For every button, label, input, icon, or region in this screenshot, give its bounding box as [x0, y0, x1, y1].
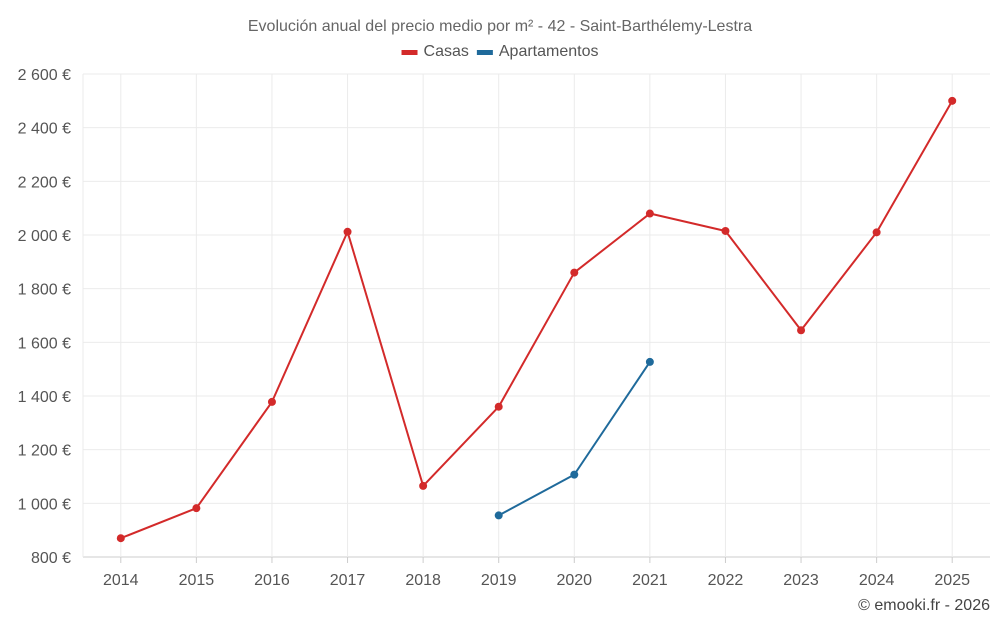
data-point-casas[interactable]	[494, 402, 503, 411]
x-tick-label: 2023	[783, 572, 819, 589]
y-tick-label: 2 600 €	[18, 67, 71, 84]
data-point-casas[interactable]	[267, 397, 276, 406]
data-point-apartamentos[interactable]	[645, 357, 654, 366]
x-tick-label: 2020	[556, 572, 592, 589]
data-point-casas[interactable]	[419, 481, 428, 490]
data-point-casas[interactable]	[192, 504, 201, 513]
series-line-casas	[120, 100, 954, 540]
y-tick-label: 1 400 €	[18, 389, 71, 406]
legend: Casas Apartamentos	[401, 43, 599, 60]
y-tick-label: 1 000 €	[18, 496, 71, 513]
y-tick-label: 1 200 €	[18, 443, 71, 460]
y-tick-label: 2 400 €	[18, 121, 71, 138]
y-tick-label: 2 200 €	[18, 174, 71, 191]
data-point-casas[interactable]	[721, 226, 730, 235]
data-point-casas[interactable]	[343, 227, 352, 236]
data-point-casas[interactable]	[948, 96, 957, 105]
legend-swatch	[401, 50, 418, 55]
legend-item-apartamentos[interactable]: Apartamentos	[476, 43, 599, 60]
legend-label: Casas	[424, 43, 469, 60]
x-tick-label: 2016	[254, 572, 290, 589]
chart-title: Evolución anual del precio medio por m² …	[248, 18, 752, 35]
x-tick-label: 2018	[405, 572, 441, 589]
data-point-casas[interactable]	[570, 268, 579, 277]
data-point-casas[interactable]	[116, 534, 125, 543]
x-tick-label: 2019	[481, 572, 517, 589]
data-point-apartamentos[interactable]	[570, 470, 579, 479]
x-tick-label: 2021	[632, 572, 668, 589]
y-tick-label: 800 €	[31, 550, 71, 567]
data-point-casas[interactable]	[797, 326, 806, 335]
y-tick-label: 2 000 €	[18, 228, 71, 245]
x-tick-label: 2022	[708, 572, 744, 589]
grid	[83, 73, 990, 558]
axes: 800 € 1 000 € 1 200 € 1 400 € 1 600 € 1 800 €…	[18, 67, 970, 589]
legend-item-casas[interactable]: Casas	[401, 43, 469, 60]
data-point-casas[interactable]	[872, 228, 881, 237]
x-tick-label: 2014	[103, 572, 139, 589]
x-tick-label: 2024	[859, 572, 895, 589]
data-point-apartamentos[interactable]	[494, 511, 503, 520]
y-tick-label: 1 800 €	[18, 282, 71, 299]
legend-swatch	[476, 50, 493, 55]
x-tick-label: 2017	[330, 572, 366, 589]
series	[116, 96, 957, 543]
legend-label: Apartamentos	[499, 43, 599, 60]
x-tick-label: 2025	[934, 572, 970, 589]
y-tick-label: 1 600 €	[18, 335, 71, 352]
x-tick-label: 2015	[179, 572, 215, 589]
data-point-casas[interactable]	[645, 209, 654, 218]
credit-text: © emooki.fr - 2026	[858, 597, 990, 614]
